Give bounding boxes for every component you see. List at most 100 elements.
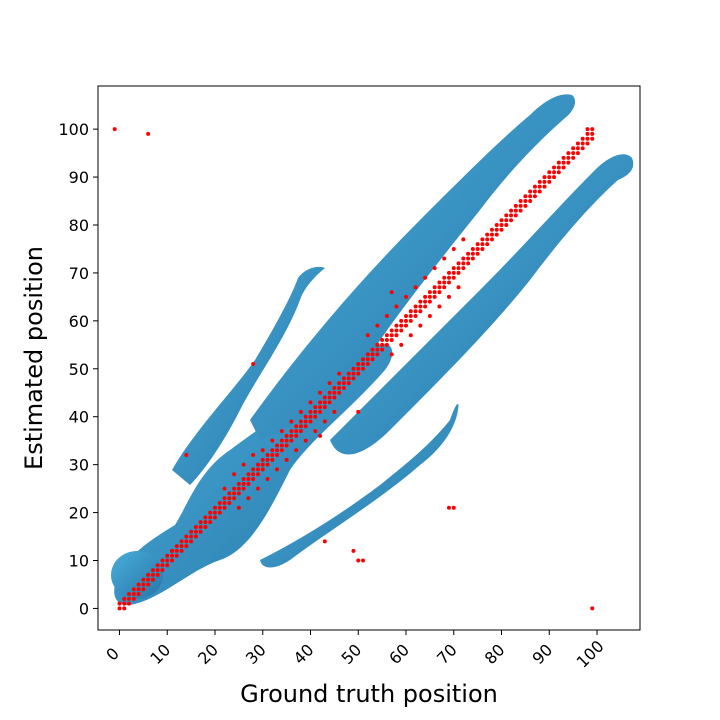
scatter-point (504, 213, 509, 218)
scatter-point (442, 285, 447, 290)
scatter-point (556, 160, 561, 165)
scatter-point (279, 429, 284, 434)
scatter-point (361, 558, 366, 563)
scatter-point (346, 381, 351, 386)
scatter-point (227, 500, 232, 505)
scatter-point (198, 529, 203, 534)
scatter-point (446, 505, 451, 510)
scatter-point (394, 323, 399, 328)
scatter-point (232, 496, 237, 501)
scatter-point (523, 199, 528, 204)
scatter-point (380, 342, 385, 347)
scatter-point (208, 520, 213, 525)
scatter-point (485, 232, 490, 237)
scatter-point (413, 304, 418, 309)
scatter-point (556, 165, 561, 170)
y-tick-label: 40 (69, 408, 89, 427)
scatter-point (394, 333, 399, 338)
scatter-point (117, 606, 122, 611)
scatter-point (150, 577, 155, 582)
scatter-point (442, 256, 447, 261)
scatter-point (399, 323, 404, 328)
scatter-point (423, 299, 428, 304)
scatter-point (590, 606, 595, 611)
scatter-point (322, 419, 327, 424)
scatter-point (255, 462, 260, 467)
scatter-point (556, 170, 561, 175)
scatter-point (384, 338, 389, 343)
y-tick-label: 10 (69, 552, 89, 571)
scatter-point (141, 582, 146, 587)
scatter-point (241, 486, 246, 491)
scatter-point (523, 203, 528, 208)
y-axis: 0 10 20 30 40 50 60 70 80 90 100 (58, 120, 98, 618)
scatter-point (532, 189, 537, 194)
scatter-point (509, 213, 514, 218)
scatter-point (184, 534, 189, 539)
scatter-point (270, 448, 275, 453)
scatter-point (146, 577, 151, 582)
scatter-point (561, 160, 566, 165)
scatter-point (222, 496, 227, 501)
scatter-point (499, 222, 504, 227)
scatter-point (461, 237, 466, 242)
scatter-point (466, 256, 471, 261)
scatter-point (174, 548, 179, 553)
scatter-point (251, 477, 256, 482)
scatter-point (384, 333, 389, 338)
scatter-point (284, 457, 289, 462)
x-tick-label: 60 (385, 640, 413, 668)
scatter-point (437, 280, 442, 285)
scatter-point (112, 127, 117, 132)
scatter-point (232, 472, 237, 477)
scatter-point (298, 419, 303, 424)
scatter-point (318, 405, 323, 410)
scatter-point (427, 314, 432, 319)
scatter-point (475, 251, 480, 256)
scatter-point (313, 405, 318, 410)
scatter-point (375, 342, 380, 347)
scatter-point (246, 472, 251, 477)
scatter-point (437, 285, 442, 290)
scatter-point (160, 558, 165, 563)
scatter-point (566, 151, 571, 156)
scatter-point (461, 266, 466, 271)
scatter-point (275, 467, 280, 472)
scatter-point (504, 222, 509, 227)
scatter-point (427, 299, 432, 304)
scatter-point (480, 246, 485, 251)
scatter-point (318, 433, 323, 438)
scatter-point (327, 381, 332, 386)
scatter-point (513, 208, 518, 213)
scatter-point (208, 510, 213, 515)
scatter-point (408, 318, 413, 323)
scatter-point (260, 457, 265, 462)
scatter-point (461, 261, 466, 266)
scatter-point (227, 496, 232, 501)
scatter-point (580, 146, 585, 151)
scatter-point (208, 515, 213, 520)
scatter-point (451, 266, 456, 271)
scatter-point (251, 453, 256, 458)
scatter-point (127, 601, 132, 606)
scatter-point (303, 424, 308, 429)
scatter-point (265, 477, 270, 482)
scatter-point (337, 390, 342, 395)
scatter-point (580, 141, 585, 146)
scatter-point (303, 438, 308, 443)
scatter-point (341, 376, 346, 381)
scatter-point (504, 218, 509, 223)
scatter-point (456, 261, 461, 266)
scatter-point (155, 572, 160, 577)
scatter-point (552, 175, 557, 180)
y-tick-label: 50 (69, 360, 89, 379)
scatter-point (155, 563, 160, 568)
scatter-point (528, 189, 533, 194)
scatter-point (370, 352, 375, 357)
scatter-point (322, 539, 327, 544)
scatter-point (318, 390, 323, 395)
scatter-point (155, 568, 160, 573)
scatter-point (184, 539, 189, 544)
figure-leg-lower (330, 154, 634, 455)
scatter-point (404, 323, 409, 328)
